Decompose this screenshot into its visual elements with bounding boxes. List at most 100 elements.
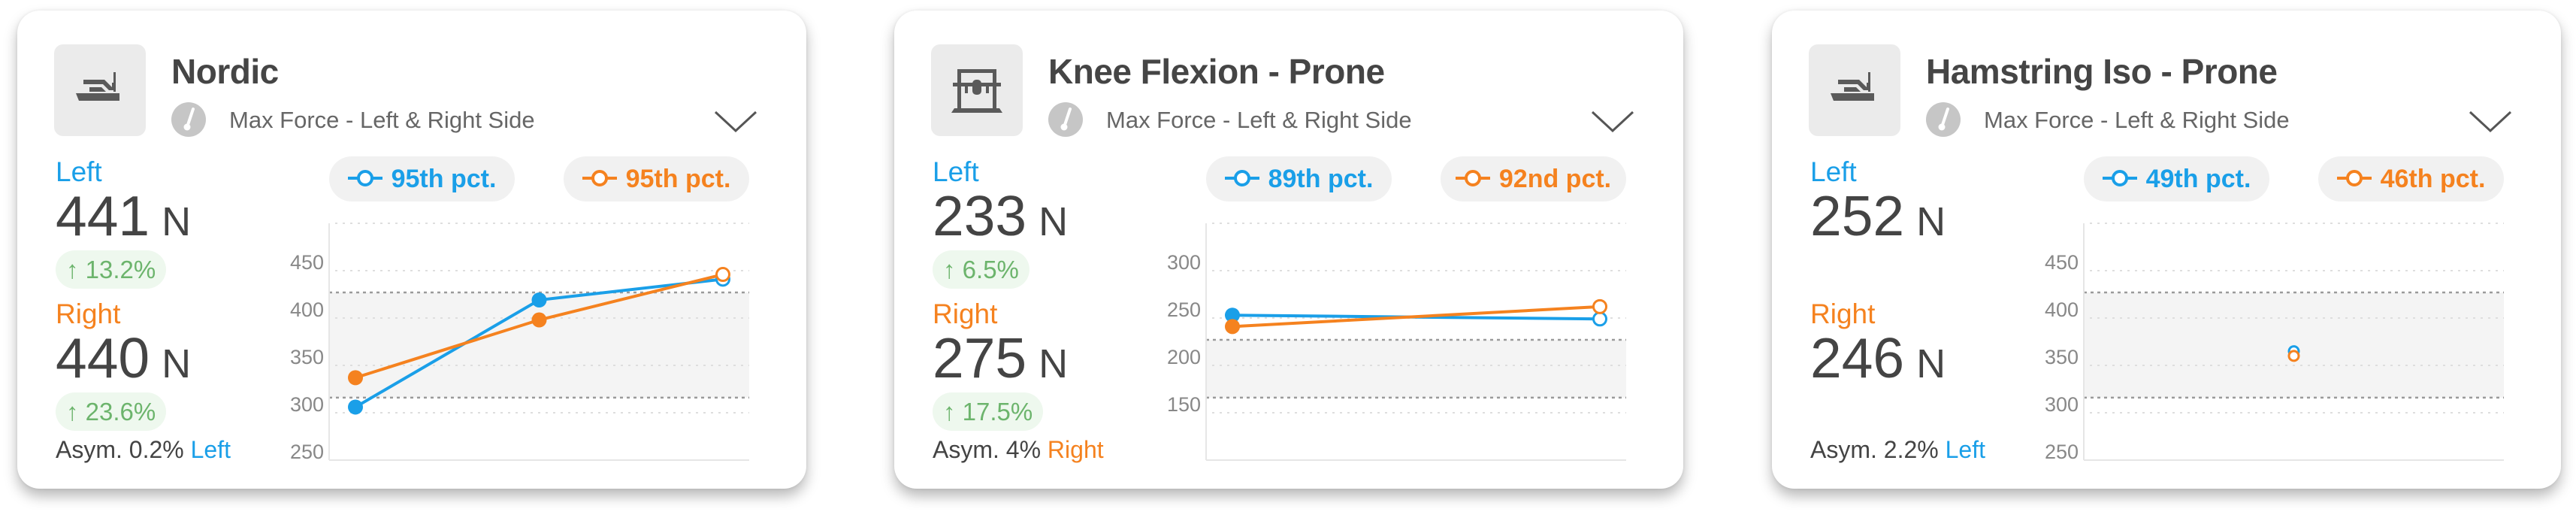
asymmetry: Asym. 4% Right [933, 438, 1104, 462]
left-label: Left [933, 156, 979, 187]
legend-left-percentile[interactable]: 49th pct. [2084, 156, 2269, 201]
legend-right-text: 95th pct. [625, 165, 731, 193]
right-value-number: 246 [1810, 326, 1905, 389]
left-label: Left [56, 156, 102, 187]
right-data-point [715, 267, 730, 283]
left-value-unit: N [162, 199, 192, 244]
y-tick-label: 450 [2045, 251, 2079, 274]
left-value: 441 N [56, 188, 191, 244]
legend-left-text: 89th pct. [1268, 165, 1374, 193]
y-tick-label: 300 [2045, 393, 2079, 416]
right-label: Right [933, 298, 998, 329]
y-tick-label: 400 [2045, 298, 2079, 321]
legend-left-marker-icon [2102, 170, 2137, 187]
asymmetry-side: Left [1945, 436, 1985, 463]
exercise-card[interactable]: Knee Flexion - Prone Max Force - Left & … [894, 11, 1683, 489]
knee-flexion-machine-icon [951, 69, 1002, 113]
asymmetry-side: Left [190, 436, 231, 463]
legend-left-percentile[interactable]: 89th pct. [1206, 156, 1392, 201]
left-label: Left [1810, 156, 1857, 187]
asymmetry: Asym. 0.2% Left [56, 438, 231, 462]
left-data-point [348, 399, 363, 415]
y-tick-label: 250 [2045, 441, 2079, 463]
legend-right-text: 46th pct. [2380, 165, 2486, 193]
asymmetry-side: Right [1047, 436, 1104, 463]
right-value-unit: N [162, 341, 192, 386]
normative-band [329, 292, 749, 398]
gauge-icon [171, 102, 206, 137]
exercise-icon-box [931, 44, 1023, 136]
legend-right-percentile[interactable]: 92nd pct. [1441, 156, 1626, 201]
force-chart: 250 300 350 400 450 [2045, 223, 2504, 463]
exercise-card[interactable]: Nordic Max Force - Left & Right Side Lef… [17, 11, 806, 489]
left-data-point [1225, 307, 1240, 323]
normative-band [1206, 339, 1626, 398]
left-value-number: 233 [933, 184, 1027, 247]
left-value-unit: N [1916, 199, 1946, 244]
left-data-point [1592, 311, 1607, 327]
chevron-down-icon[interactable] [714, 111, 757, 133]
right-data-point [1225, 319, 1240, 335]
y-tick-label: 300 [290, 393, 324, 416]
exercise-title: Knee Flexion - Prone [1048, 52, 1385, 91]
y-tick-label: 250 [1167, 298, 1201, 321]
legend-left-marker-icon [1224, 170, 1259, 187]
right-value: 275 N [933, 330, 1068, 386]
metric-label: Max Force - Left & Right Side [229, 107, 535, 133]
right-value: 440 N [56, 330, 191, 386]
y-tick-label: 250 [290, 441, 324, 463]
right-label: Right [56, 298, 121, 329]
right-data-point [1592, 298, 1607, 314]
right-value-number: 440 [56, 326, 150, 389]
nordic-bench-icon [76, 72, 119, 101]
gauge-icon [1048, 102, 1083, 137]
legend-right-percentile[interactable]: 46th pct. [2318, 156, 2504, 201]
left-value-unit: N [1039, 199, 1069, 244]
force-chart: 250 300 350 400 450 [290, 223, 749, 463]
legend-left-text: 49th pct. [2145, 165, 2251, 193]
exercise-icon-box [1809, 44, 1900, 136]
exercise-card[interactable]: Hamstring Iso - Prone Max Force - Left &… [1772, 11, 2561, 489]
exercise-title: Nordic [171, 52, 279, 91]
right-change-badge: ↑ 17.5% [933, 392, 1044, 431]
y-tick-label: 150 [1167, 393, 1201, 416]
legend-left-marker-icon [347, 170, 382, 187]
legend-left-text: 95th pct. [391, 165, 497, 193]
left-change-badge: ↑ 13.2% [56, 250, 167, 289]
asymmetry-value: Asym. 0.2% [56, 436, 184, 463]
force-chart: 150 200 250 300 [1167, 223, 1626, 461]
legend-left-percentile[interactable]: 95th pct. [329, 156, 515, 201]
right-value-unit: N [1039, 341, 1069, 386]
gauge-icon [1926, 102, 1961, 137]
metric-label: Max Force - Left & Right Side [1984, 107, 2290, 133]
exercise-icon-box [54, 44, 146, 136]
right-series-line [1232, 304, 1601, 329]
left-value-number: 441 [56, 184, 150, 247]
asymmetry-value: Asym. 2.2% [1810, 436, 1939, 463]
left-data-point [531, 292, 547, 308]
legend-right-marker-icon [2336, 170, 2372, 187]
right-value-unit: N [1916, 341, 1946, 386]
left-value-number: 252 [1810, 184, 1905, 247]
right-value-number: 275 [933, 326, 1027, 389]
metric-label: Max Force - Left & Right Side [1106, 107, 1412, 133]
chevron-down-icon[interactable] [2469, 111, 2512, 133]
right-data-point [348, 370, 363, 386]
y-tick-label: 400 [290, 298, 324, 321]
nordic-bench-icon [1831, 72, 1874, 101]
legend-right-text: 92nd pct. [1498, 165, 1612, 193]
y-tick-label: 200 [1167, 346, 1201, 368]
legend-right-marker-icon [582, 170, 617, 187]
left-value: 233 N [933, 188, 1068, 244]
asymmetry: Asym. 2.2% Left [1810, 438, 1985, 462]
chevron-down-icon[interactable] [1591, 111, 1634, 133]
exercise-title: Hamstring Iso - Prone [1926, 52, 2278, 91]
asymmetry-value: Asym. 4% [933, 436, 1042, 463]
legend-right-marker-icon [1455, 170, 1490, 187]
right-change-badge: ↑ 23.6% [56, 392, 167, 431]
legend-right-percentile[interactable]: 95th pct. [564, 156, 749, 201]
right-label: Right [1810, 298, 1876, 329]
normative-band [2084, 292, 2504, 398]
left-value: 252 N [1810, 188, 1946, 244]
right-value: 246 N [1810, 330, 1946, 386]
